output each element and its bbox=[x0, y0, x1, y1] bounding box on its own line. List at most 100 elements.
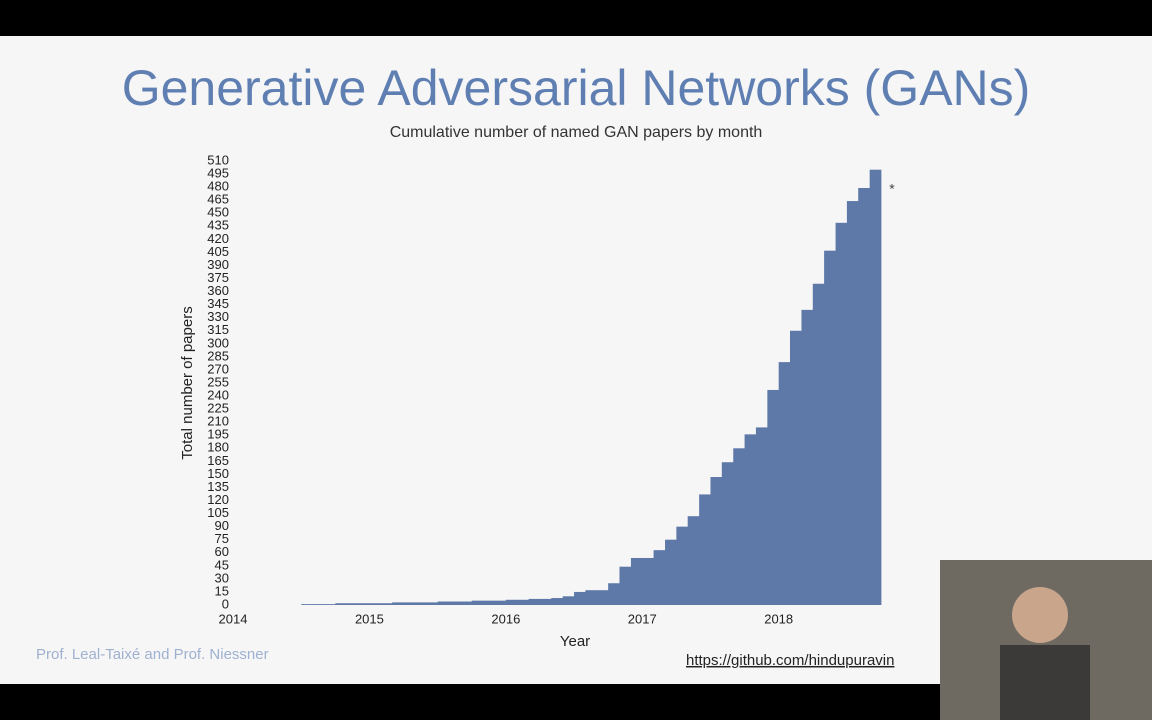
bar bbox=[846, 201, 859, 605]
bar bbox=[812, 283, 825, 605]
bar bbox=[369, 603, 382, 605]
y-tick-label: 375 bbox=[207, 270, 229, 285]
y-tick-label: 225 bbox=[207, 401, 229, 416]
bar bbox=[721, 462, 734, 605]
bar bbox=[801, 309, 814, 605]
bar bbox=[392, 602, 404, 605]
y-tick-label: 300 bbox=[207, 335, 229, 350]
bar bbox=[778, 362, 791, 605]
y-tick-label: 450 bbox=[207, 205, 229, 220]
bar bbox=[710, 477, 723, 605]
bar bbox=[335, 603, 348, 605]
y-tick-label: 45 bbox=[215, 557, 229, 572]
webcam-person-body bbox=[1000, 645, 1090, 720]
y-tick-label: 435 bbox=[207, 218, 229, 233]
bar bbox=[653, 550, 666, 605]
y-tick-label: 195 bbox=[207, 427, 229, 442]
bar bbox=[539, 598, 552, 605]
bar bbox=[665, 539, 677, 605]
chart-title: Cumulative number of named GAN papers by… bbox=[390, 124, 763, 141]
bar bbox=[562, 596, 575, 605]
bar bbox=[642, 557, 654, 605]
bar bbox=[380, 603, 393, 605]
bar bbox=[630, 557, 643, 605]
y-tick-label: 0 bbox=[222, 596, 229, 611]
bar bbox=[687, 516, 700, 605]
y-tick-label: 360 bbox=[207, 283, 229, 298]
footer: Prof. Leal-Taixé and Prof. Niessner bbox=[36, 646, 269, 663]
bar bbox=[858, 187, 871, 606]
y-tick-label: 210 bbox=[207, 414, 229, 429]
bar bbox=[574, 591, 586, 605]
y-tick-label: 120 bbox=[207, 492, 229, 507]
y-tick-label: 285 bbox=[207, 348, 229, 363]
y-tick-label: 315 bbox=[207, 322, 229, 337]
bar bbox=[505, 599, 518, 605]
y-tick-label: 390 bbox=[207, 257, 229, 272]
y-tick-label: 330 bbox=[207, 309, 229, 324]
bar bbox=[755, 427, 768, 605]
y-tick-label: 510 bbox=[207, 152, 229, 167]
y-tick-label: 60 bbox=[215, 544, 229, 559]
y-tick-label: 465 bbox=[207, 192, 229, 207]
y-tick-label: 90 bbox=[215, 518, 229, 533]
x-tick-label: 2015 bbox=[355, 611, 384, 626]
y-tick-label: 240 bbox=[207, 387, 229, 402]
bar bbox=[869, 169, 882, 606]
bar bbox=[619, 566, 632, 605]
bar bbox=[528, 598, 541, 605]
y-tick-label: 150 bbox=[207, 466, 229, 481]
x-tick-label: 2014 bbox=[219, 611, 248, 626]
bar bbox=[403, 602, 416, 605]
y-tick-label: 165 bbox=[207, 453, 229, 468]
y-tick-label: 495 bbox=[207, 165, 229, 180]
bar bbox=[551, 598, 564, 605]
bar bbox=[517, 599, 530, 605]
x-tick-label: 2017 bbox=[628, 611, 657, 626]
x-tick-label: 2016 bbox=[491, 611, 520, 626]
y-tick-label: 75 bbox=[215, 531, 229, 546]
bar bbox=[733, 448, 745, 605]
y-tick-label: 480 bbox=[207, 179, 229, 194]
bar bbox=[835, 222, 848, 605]
bar bbox=[596, 590, 609, 605]
bar bbox=[301, 604, 313, 605]
bar bbox=[585, 590, 598, 605]
bar bbox=[471, 600, 484, 605]
bar bbox=[448, 601, 461, 605]
y-tick-label: 255 bbox=[207, 374, 229, 389]
y-tick-label: 345 bbox=[207, 296, 229, 311]
annotation: * bbox=[889, 181, 895, 197]
link[interactable]: https://github.com/hindupuravin bbox=[686, 652, 894, 669]
bar bbox=[346, 603, 359, 605]
y-tick-label: 405 bbox=[207, 244, 229, 259]
bar bbox=[699, 494, 711, 605]
bar bbox=[767, 389, 780, 605]
slide-title: Generative Adversarial Networks (GANs) bbox=[122, 60, 1031, 116]
y-tick-label: 15 bbox=[215, 583, 229, 598]
bar bbox=[312, 604, 325, 605]
bar bbox=[358, 603, 370, 605]
bar bbox=[494, 600, 507, 605]
bar bbox=[790, 330, 802, 605]
bar bbox=[323, 604, 336, 605]
webcam-person bbox=[1012, 587, 1068, 643]
x-axis-label: Year bbox=[560, 633, 590, 650]
y-tick-label: 135 bbox=[207, 479, 229, 494]
y-tick-label: 105 bbox=[207, 505, 229, 520]
bar bbox=[608, 583, 620, 605]
y-tick-label: 180 bbox=[207, 440, 229, 455]
bar bbox=[437, 601, 450, 605]
bar bbox=[824, 250, 836, 605]
bar bbox=[460, 601, 473, 605]
bar bbox=[676, 526, 689, 605]
bar bbox=[744, 434, 757, 605]
bar bbox=[414, 602, 427, 605]
y-tick-label: 270 bbox=[207, 361, 229, 376]
y-tick-label: 420 bbox=[207, 231, 229, 246]
x-tick-label: 2018 bbox=[764, 611, 793, 626]
bar bbox=[483, 600, 495, 605]
bar bbox=[426, 602, 439, 605]
